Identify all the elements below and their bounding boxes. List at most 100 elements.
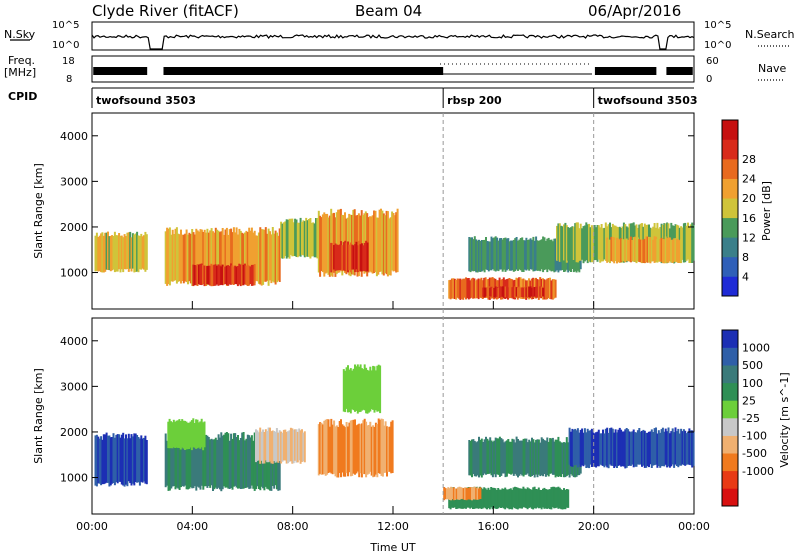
freq-band-0 xyxy=(93,67,148,75)
velocity-cell-7-15 xyxy=(464,487,467,500)
power-cell-8-18 xyxy=(493,237,496,271)
power-cell-6-19 xyxy=(474,280,477,299)
power-cell-8-57 xyxy=(547,237,550,270)
power-cell-1-27 xyxy=(202,231,205,283)
power-cell-6-3 xyxy=(452,278,455,299)
power-cell-6-10 xyxy=(462,278,465,300)
power-cell-10-51 xyxy=(677,239,680,263)
velocity-cell-9-24 xyxy=(602,429,604,466)
velocity-cell-9-3 xyxy=(572,429,575,466)
power-cell-2-30 xyxy=(234,265,237,284)
velocity-cell-9-76 xyxy=(674,427,677,465)
power-cb-swatch-6 xyxy=(722,159,738,179)
power-cell-3-12 xyxy=(296,222,299,258)
velocity-cell-2-24 xyxy=(200,418,203,448)
velocity-cell-6-57 xyxy=(528,488,530,508)
velocity-cell-9-1 xyxy=(570,431,572,467)
power-cell-2-36 xyxy=(242,264,245,286)
power-cell-2-0 xyxy=(192,264,195,286)
power-cell-4-0 xyxy=(317,210,320,273)
velocity-cell-9-6 xyxy=(576,428,579,468)
power-cell-2-7 xyxy=(202,264,205,285)
velocity-cell-9-29 xyxy=(609,428,611,465)
nsky-tick-top: 10^5 xyxy=(52,20,79,31)
power-cell-9-19 xyxy=(582,226,585,264)
velocity-cell-6-43 xyxy=(508,488,511,510)
power-cell-4-8 xyxy=(328,215,331,277)
power-cb-tick-0: 4 xyxy=(742,270,749,283)
velocity-cell-0-25 xyxy=(129,438,132,484)
power-cb-tick-2: 12 xyxy=(742,231,756,244)
velocity-cell-8-8 xyxy=(479,439,482,476)
velocity-cell-8-3 xyxy=(472,439,475,475)
velocity-cell-4-9 xyxy=(330,418,333,474)
velocity-cell-8-6 xyxy=(476,441,479,476)
velocity-cell-5-19 xyxy=(369,366,372,412)
velocity-cell-8-21 xyxy=(497,438,500,475)
velocity-cell-6-81 xyxy=(561,490,564,510)
power-cell-10-12 xyxy=(622,239,625,262)
power-cell-9-1 xyxy=(557,223,560,261)
nsky-label: N.Sky xyxy=(4,28,36,41)
velocity-cell-1-32 xyxy=(209,439,212,488)
power-cb-swatch-3 xyxy=(722,217,738,238)
power-cell-0-22 xyxy=(125,236,127,270)
velocity-cell-7-0 xyxy=(443,487,446,501)
velocity-cell-5-23 xyxy=(374,370,377,411)
velocity-cell-7-1 xyxy=(444,488,447,500)
velocity-cell-3-28 xyxy=(294,429,297,461)
velocity-cell-4-29 xyxy=(358,423,361,478)
velocity-cell-6-80 xyxy=(560,489,563,510)
velocity-cell-4-28 xyxy=(356,424,359,472)
power-cell-0-35 xyxy=(143,235,145,270)
power-cell-9-28 xyxy=(595,227,598,260)
power-cell-5-24 xyxy=(363,243,366,272)
power-cell-8-19 xyxy=(494,236,497,272)
velocity-cell-6-46 xyxy=(512,487,515,508)
power-cell-1-60 xyxy=(248,227,251,282)
velocity-cell-4-20 xyxy=(345,422,348,474)
velocity-cell-0-34 xyxy=(141,438,144,483)
velocity-cell-6-52 xyxy=(521,488,523,509)
power-cell-10-17 xyxy=(629,236,632,263)
power-cell-5-17 xyxy=(354,244,356,272)
power-cell-9-94 xyxy=(687,222,689,260)
velocity-cell-1-4 xyxy=(170,440,173,489)
velocity-cell-3-34 xyxy=(302,432,305,462)
power-cell-1-44 xyxy=(225,227,228,286)
velocity-cell-8-0 xyxy=(468,440,471,476)
velocity-cell-1-18 xyxy=(189,433,192,488)
power-cell-2-3 xyxy=(196,264,199,286)
velocity-cell-8-31 xyxy=(511,438,514,474)
velocity-cell-5-20 xyxy=(370,370,373,410)
velocity-cell-5-18 xyxy=(367,370,370,413)
power-cell-7-3 xyxy=(485,287,487,297)
velocity-cell-8-52 xyxy=(540,437,543,476)
velocity-cell-6-55 xyxy=(525,489,528,509)
velocity-cell-6-58 xyxy=(529,489,532,508)
power-cell-8-27 xyxy=(505,238,508,271)
power-cell-3-1 xyxy=(281,223,284,259)
velocity-cell-8-13 xyxy=(486,438,489,475)
velocity-cell-2-11 xyxy=(182,420,185,449)
power-cell-4-48 xyxy=(384,215,387,273)
date-title: 06/Apr/2016 xyxy=(588,2,681,20)
velocity-cell-1-36 xyxy=(214,437,217,488)
power-cell-7-18 xyxy=(505,286,508,298)
velocity-cell-8-35 xyxy=(517,439,519,478)
velocity-cb-swatch-2 xyxy=(722,453,738,472)
power-cell-2-34 xyxy=(239,264,242,287)
cpid-segment-label-0: twofsound 3503 xyxy=(96,94,196,107)
velocity-cell-9-77 xyxy=(675,431,678,466)
power-cell-10-25 xyxy=(641,240,643,263)
velocity-cell-7-14 xyxy=(462,488,465,500)
velocity-cell-9-33 xyxy=(614,429,617,467)
velocity-cell-3-20 xyxy=(282,429,285,461)
power-cell-1-69 xyxy=(260,229,263,286)
power-cell-8-31 xyxy=(511,240,514,271)
velocity-cell-4-39 xyxy=(372,425,375,478)
velocity-cell-9-43 xyxy=(628,431,631,466)
velocity-cell-8-37 xyxy=(519,440,522,475)
power-cell-3-10 xyxy=(294,218,297,256)
power-cell-3-23 xyxy=(312,222,315,257)
